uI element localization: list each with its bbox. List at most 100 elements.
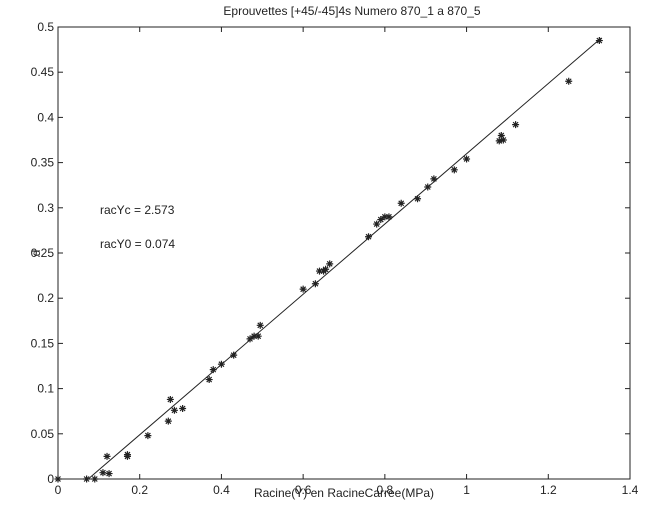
data-point — [424, 183, 432, 191]
asterisk-marker — [166, 395, 174, 403]
data-point — [397, 199, 405, 207]
asterisk-marker — [463, 155, 471, 163]
data-point — [250, 332, 258, 340]
asterisk-marker — [315, 267, 323, 275]
y-tick-label: 0.15 — [31, 336, 55, 350]
points-layer — [54, 37, 603, 483]
data-point — [322, 265, 330, 273]
asterisk-marker — [209, 366, 217, 374]
data-point — [91, 475, 99, 483]
fit-line — [87, 37, 602, 480]
data-point — [365, 233, 373, 241]
data-point — [103, 452, 111, 460]
data-point — [166, 395, 174, 403]
asterisk-marker — [424, 183, 432, 191]
asterisk-marker — [381, 213, 389, 221]
y-tick-label: 0.3 — [37, 201, 54, 215]
asterisk-marker — [254, 332, 262, 340]
y-tick-label: 0.35 — [31, 156, 55, 170]
data-point — [256, 321, 264, 329]
data-point — [497, 131, 505, 139]
data-point — [209, 366, 217, 374]
data-point — [430, 175, 438, 183]
data-point — [373, 220, 381, 228]
plot-area — [57, 26, 631, 480]
asterisk-marker — [326, 260, 334, 268]
asterisk-marker — [123, 452, 131, 460]
data-point — [170, 406, 178, 414]
data-point — [565, 77, 573, 85]
y-tick-label: 0.4 — [37, 110, 54, 124]
asterisk-marker — [246, 335, 254, 343]
data-point — [246, 335, 254, 343]
data-point — [512, 121, 520, 129]
data-point — [205, 376, 213, 384]
asterisk-marker — [250, 332, 258, 340]
asterisk-marker — [103, 452, 111, 460]
asterisk-marker — [497, 131, 505, 139]
asterisk-marker — [385, 213, 393, 221]
asterisk-marker — [170, 406, 178, 414]
asterisk-marker — [595, 37, 603, 45]
asterisk-marker — [512, 121, 520, 129]
data-point — [105, 470, 113, 478]
asterisk-marker — [397, 199, 405, 207]
y-tick-label: 0.1 — [37, 382, 54, 396]
asterisk-marker — [377, 216, 385, 224]
data-point — [315, 267, 323, 275]
y-axis-ticks: 0 0.05 0.1 0.15 0.2 0.25 0.3 0.35 0.4 0.45 0.5 — [31, 20, 630, 486]
x-axis-label: Racine(Y) en RacineCarree(MPa) — [254, 486, 434, 500]
x-tick-label: 0.2 — [131, 483, 148, 497]
y-tick-label: 0.5 — [37, 20, 54, 34]
data-point — [381, 213, 389, 221]
asterisk-marker — [311, 280, 319, 288]
asterisk-marker — [179, 404, 187, 412]
y-tick-label: 0.25 — [31, 246, 55, 260]
asterisk-marker — [91, 475, 99, 483]
data-point — [230, 351, 238, 359]
y-axis-label: d — [29, 250, 43, 257]
chart-title: Eprouvettes [+45/-45]4s Numero 870_1 a 8… — [223, 4, 481, 18]
data-point — [495, 137, 503, 145]
x-tick-label: 0.8 — [377, 483, 394, 497]
y-tick-label: 0.05 — [31, 427, 55, 441]
data-point — [499, 136, 507, 144]
asterisk-marker — [217, 360, 225, 368]
asterisk-marker — [322, 265, 330, 273]
data-point — [595, 37, 603, 45]
data-point — [123, 452, 131, 460]
data-point — [99, 469, 107, 477]
x-tick-label: 1.4 — [622, 483, 639, 497]
y-tick-label: 0 — [47, 472, 54, 486]
data-point — [164, 417, 172, 425]
asterisk-marker — [144, 432, 152, 440]
data-point — [254, 332, 262, 340]
data-point — [83, 475, 91, 483]
data-point — [463, 155, 471, 163]
asterisk-marker — [230, 351, 238, 359]
x-tick-label: 0.6 — [295, 483, 312, 497]
asterisk-marker — [430, 175, 438, 183]
data-point — [144, 432, 152, 440]
data-point — [179, 404, 187, 412]
asterisk-marker — [414, 195, 422, 203]
data-point — [450, 166, 458, 174]
data-point — [217, 360, 225, 368]
asterisk-marker — [256, 321, 264, 329]
asterisk-marker — [499, 136, 507, 144]
asterisk-marker — [450, 166, 458, 174]
x-tick-label: 1.2 — [540, 483, 557, 497]
x-tick-label: 0 — [55, 483, 62, 497]
asterisk-marker — [83, 475, 91, 483]
asterisk-marker — [205, 376, 213, 384]
asterisk-marker — [105, 470, 113, 478]
data-point — [311, 280, 319, 288]
x-tick-label: 1 — [463, 483, 470, 497]
annotation-racy0: racY0 = 0.074 — [100, 237, 175, 251]
data-point — [377, 216, 385, 224]
y-tick-label: 0.45 — [31, 65, 55, 79]
data-point — [385, 213, 393, 221]
y-tick-label: 0.2 — [37, 291, 54, 305]
x-tick-label: 0.4 — [213, 483, 230, 497]
